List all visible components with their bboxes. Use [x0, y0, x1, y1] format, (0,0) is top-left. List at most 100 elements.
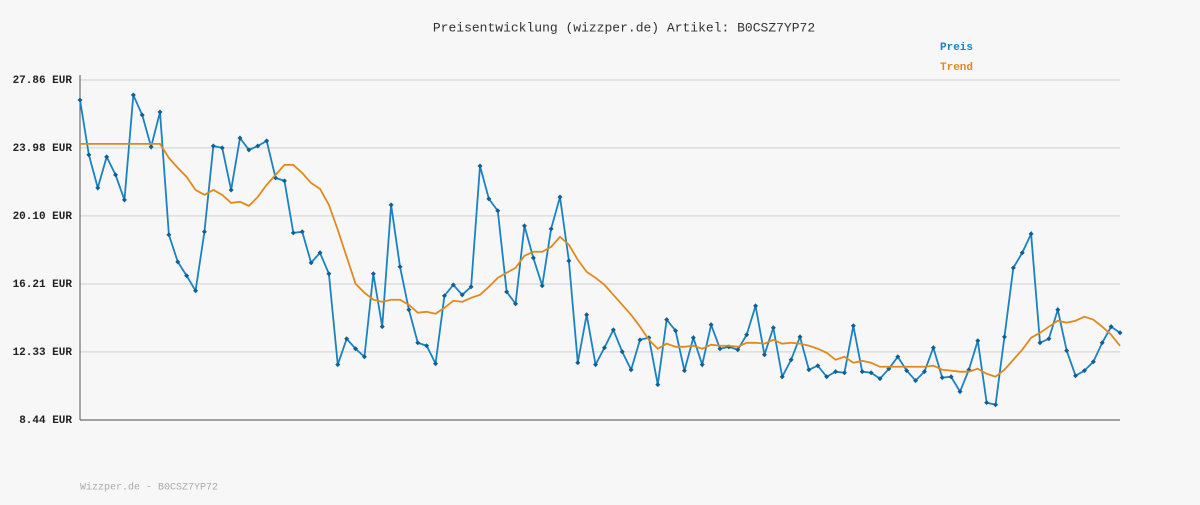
- data-point: [1073, 373, 1079, 379]
- data-point: [175, 259, 181, 265]
- data-point: [1055, 307, 1061, 313]
- data-point: [993, 402, 999, 408]
- data-point: [308, 260, 314, 266]
- data-point: [424, 343, 430, 349]
- legend-label: Trend: [940, 62, 973, 74]
- data-point: [584, 312, 590, 318]
- data-point: [504, 289, 510, 295]
- data-point: [317, 250, 323, 256]
- data-point: [104, 154, 110, 160]
- data-point: [1028, 231, 1034, 237]
- data-point: [344, 336, 350, 342]
- data-point: [264, 138, 270, 144]
- data-point: [335, 362, 341, 368]
- data-point: [610, 327, 616, 333]
- data-point: [495, 208, 501, 214]
- data-point: [717, 346, 723, 352]
- data-point: [379, 324, 385, 330]
- data-point: [566, 258, 572, 264]
- y-tick-label: 23.98 EUR: [13, 143, 73, 155]
- data-point: [593, 362, 599, 368]
- data-point: [681, 368, 687, 374]
- data-point: [753, 303, 759, 309]
- data-point: [184, 273, 190, 279]
- data-point: [637, 337, 643, 343]
- data-point: [619, 349, 625, 355]
- data-point: [210, 143, 216, 149]
- data-point: [353, 346, 359, 352]
- data-point: [841, 370, 847, 376]
- data-point: [246, 147, 252, 153]
- data-point: [1019, 250, 1025, 256]
- data-point: [95, 185, 101, 191]
- data-point: [815, 363, 821, 369]
- y-tick-label: 27.86 EUR: [13, 75, 73, 87]
- data-point: [193, 288, 199, 294]
- data-point: [219, 145, 225, 151]
- data-point: [450, 282, 456, 288]
- data-point: [939, 375, 945, 381]
- data-point: [477, 163, 483, 169]
- data-point: [513, 301, 519, 307]
- data-point: [699, 362, 705, 368]
- data-point: [406, 307, 412, 313]
- data-point: [833, 369, 839, 375]
- data-point: [673, 328, 679, 334]
- data-point: [113, 172, 119, 178]
- y-tick-label: 8.44 EUR: [19, 415, 72, 427]
- data-point: [664, 317, 670, 323]
- data-point: [530, 255, 536, 261]
- data-point: [459, 292, 465, 298]
- data-point: [770, 325, 776, 331]
- data-point: [130, 92, 136, 98]
- data-point: [255, 143, 261, 149]
- data-point: [281, 178, 287, 184]
- data-point: [913, 378, 919, 384]
- data-point: [139, 112, 145, 118]
- data-point: [441, 293, 447, 299]
- data-point: [86, 152, 92, 158]
- data-point: [744, 332, 750, 338]
- data-point: [299, 229, 305, 235]
- data-point: [326, 271, 332, 277]
- data-point: [237, 135, 243, 141]
- data-point: [1046, 336, 1052, 342]
- data-point: [1090, 359, 1096, 365]
- data-point: [415, 340, 421, 346]
- data-point: [930, 345, 936, 351]
- data-point: [228, 187, 234, 193]
- data-point: [121, 197, 127, 203]
- data-point: [157, 109, 163, 115]
- data-point: [984, 400, 990, 406]
- y-tick-label: 12.33 EUR: [13, 347, 73, 359]
- data-point: [1010, 265, 1016, 271]
- data-point: [361, 354, 367, 360]
- data-point: [1108, 324, 1114, 330]
- data-point: [201, 229, 207, 235]
- data-point: [761, 352, 767, 358]
- data-point: [539, 283, 545, 289]
- data-point: [895, 354, 901, 360]
- data-point: [77, 97, 83, 103]
- data-point: [557, 194, 563, 200]
- data-point: [904, 368, 910, 374]
- data-point: [601, 345, 607, 351]
- data-point: [166, 232, 172, 238]
- data-point: [735, 347, 741, 353]
- data-point: [868, 370, 874, 376]
- data-point: [788, 357, 794, 363]
- data-point: [433, 361, 439, 367]
- data-point: [859, 369, 865, 375]
- data-point: [370, 271, 376, 277]
- data-point: [468, 284, 474, 290]
- data-point: [779, 374, 785, 380]
- data-point: [1037, 340, 1043, 346]
- y-tick-label: 16.21 EUR: [13, 279, 73, 291]
- data-point: [1064, 348, 1070, 354]
- data-point: [957, 389, 963, 395]
- data-point: [388, 202, 394, 208]
- data-point: [1081, 368, 1087, 374]
- data-point: [690, 335, 696, 341]
